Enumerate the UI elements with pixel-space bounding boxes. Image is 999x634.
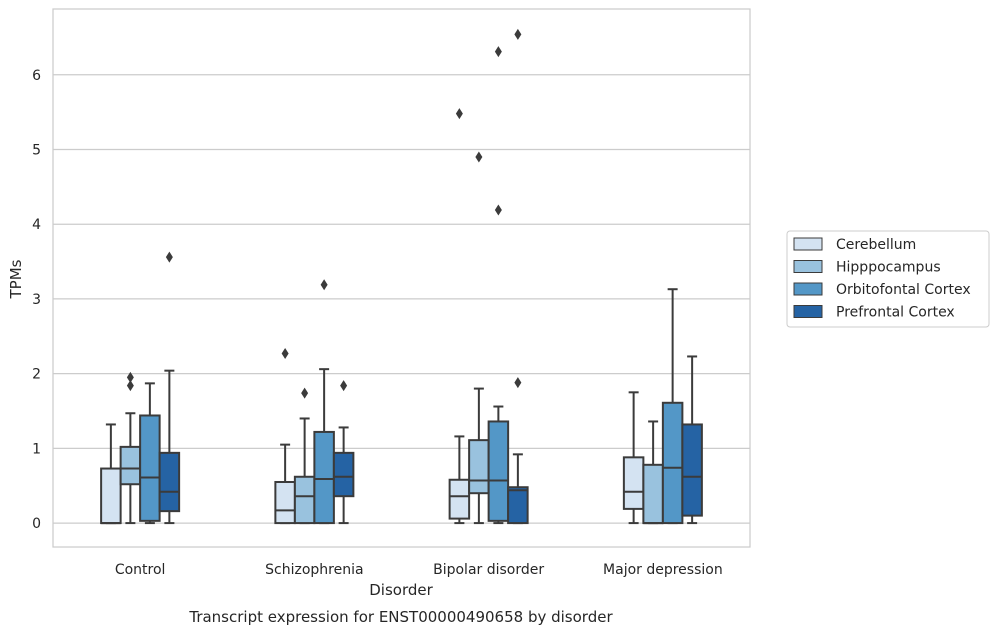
box-orbitofontal-cortex <box>139 382 161 525</box>
legend-swatch <box>793 237 823 251</box>
legend: Cerebellum Hipppocampus Orbitofontal Corte… <box>786 230 990 328</box>
outlier-point <box>494 204 502 216</box>
box-hipppocampus <box>468 387 490 525</box>
box-body <box>468 439 490 495</box>
box-series <box>100 288 703 525</box>
plot-frame <box>52 8 751 548</box>
y-tick-label: 4 <box>32 217 41 233</box>
box-body <box>332 451 355 498</box>
legend-label: Prefrontal Cortex <box>836 305 955 321</box>
legend-swatch <box>793 305 823 318</box>
box-body <box>119 445 142 486</box>
y-axis-ticks: 0 1 2 3 4 5 6 <box>32 68 41 532</box>
outlier-point <box>165 251 173 263</box>
box-body <box>158 451 181 513</box>
y-tick-label: 3 <box>32 292 41 308</box>
box-body <box>274 480 296 525</box>
box-hipppocampus <box>119 412 142 525</box>
box-body <box>661 401 684 525</box>
box-body <box>507 486 529 525</box>
box-orbitofontal-cortex <box>487 405 510 525</box>
outlier-point <box>126 371 134 383</box>
box-body <box>487 420 510 522</box>
x-axis-ticks: Control Schizophrenia Bipolar disorder Majo… <box>115 562 723 578</box>
box-body <box>100 467 122 525</box>
legend-label: Hipppocampus <box>836 260 941 276</box>
outlier-point <box>455 108 463 120</box>
outlier-point <box>514 377 522 389</box>
chart-title: Transcript expression for ENST0000049065… <box>188 608 613 626</box>
y-axis-label: TPMs <box>7 259 25 299</box>
box-body <box>313 430 335 525</box>
box-body <box>293 475 316 525</box>
y-tick-label: 2 <box>32 367 41 383</box>
box-cerebellum <box>448 435 471 525</box>
box-prefrontal-cortex <box>507 453 529 525</box>
y-tick-label: 1 <box>32 441 41 457</box>
outlier-point <box>475 151 483 163</box>
outlier-point <box>281 347 289 359</box>
outlier-point <box>320 279 328 291</box>
x-tick-label: Control <box>115 562 166 578</box>
y-tick-label: 6 <box>32 68 41 84</box>
box-body <box>642 463 664 525</box>
x-tick-label: Major depression <box>603 562 723 578</box>
legend-frame <box>786 230 990 328</box>
outlier-point <box>126 380 134 392</box>
y-tick-label: 5 <box>32 142 41 158</box>
box-cerebellum <box>274 443 296 525</box>
x-axis-label: Disorder <box>369 581 433 599</box>
box-cerebellum <box>100 423 122 525</box>
outlier-points <box>126 28 522 399</box>
box-hipppocampus <box>293 417 316 525</box>
box-orbitofontal-cortex <box>313 368 335 525</box>
legend-swatch <box>793 282 823 296</box>
legend-swatch <box>793 260 823 273</box>
x-tick-label: Schizophrenia <box>265 562 363 578</box>
outlier-point <box>301 387 309 399</box>
box-prefrontal-cortex <box>158 369 181 525</box>
legend-label: Orbitofontal Cortex <box>836 282 971 298</box>
outlier-point <box>340 380 348 392</box>
box-body <box>139 414 161 522</box>
box-cerebellum <box>622 391 645 525</box>
box-body <box>448 478 471 520</box>
box-body <box>681 423 703 517</box>
box-prefrontal-cortex <box>332 426 355 525</box>
box-body <box>622 456 645 510</box>
outlier-point <box>514 28 522 40</box>
box-hipppocampus <box>642 420 664 525</box>
outlier-point <box>494 46 502 58</box>
box-prefrontal-cortex <box>681 355 703 525</box>
box-orbitofontal-cortex <box>661 288 684 525</box>
legend-label: Cerebellum <box>836 237 916 253</box>
x-tick-label: Bipolar disorder <box>433 562 544 578</box>
y-tick-label: 0 <box>32 516 41 532</box>
